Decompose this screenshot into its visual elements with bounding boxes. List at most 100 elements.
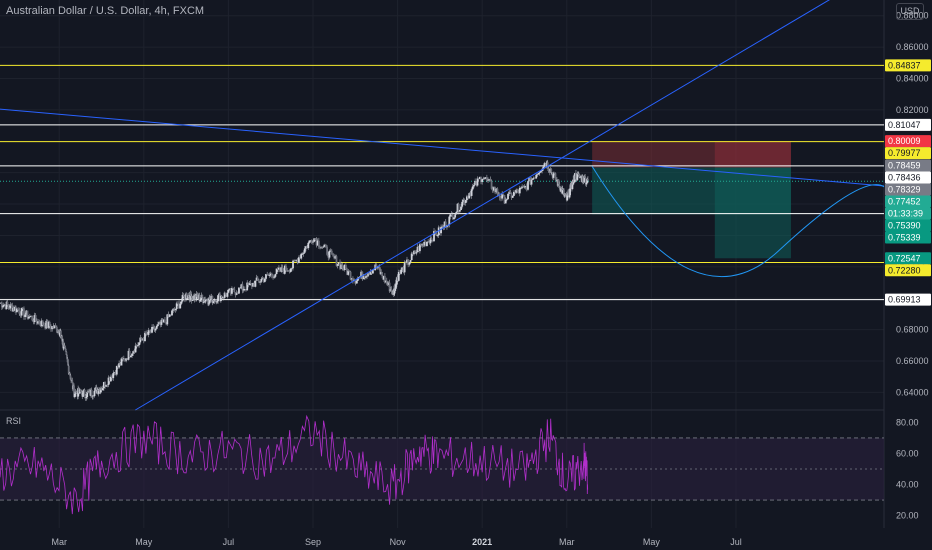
candle-body <box>349 271 352 280</box>
candle-body <box>560 187 563 189</box>
candle-body <box>568 195 571 198</box>
candle-body <box>252 283 254 287</box>
candle-body <box>475 180 478 186</box>
candle-body <box>69 373 71 376</box>
candle-body <box>227 289 230 293</box>
candle-body <box>176 303 179 305</box>
candle-body <box>586 179 589 183</box>
candle-body <box>206 299 209 301</box>
candle-body <box>451 214 454 220</box>
candle-body <box>319 246 321 249</box>
candle-body <box>273 276 276 278</box>
candle-body <box>216 301 219 303</box>
candle-body <box>209 299 212 301</box>
candle-body <box>480 177 482 182</box>
candle-body <box>1 306 4 308</box>
candle-body <box>104 382 106 387</box>
countdown-tag-bg <box>885 207 931 220</box>
candle-body <box>552 174 555 178</box>
candle-body <box>402 267 405 273</box>
candle-body <box>272 275 274 278</box>
candle-body <box>32 320 35 323</box>
candle-body <box>268 275 271 276</box>
candle-body <box>477 178 480 180</box>
candle-body <box>207 303 210 305</box>
candle-body <box>11 305 14 312</box>
candle-body <box>441 226 444 228</box>
candle-body <box>362 275 365 280</box>
x-tick-label: May <box>135 537 153 547</box>
candle-body <box>166 314 169 325</box>
candle-body <box>165 322 168 325</box>
y-tick-label: 0.84000 <box>896 73 929 83</box>
candle-body <box>223 292 226 298</box>
y-tick-label: 0.86000 <box>896 42 929 52</box>
candle-body <box>457 203 460 212</box>
candle-body <box>370 271 373 274</box>
currency-button[interactable]: USD <box>896 3 924 20</box>
rsi-tick-label: 80.00 <box>896 417 919 427</box>
candle-body <box>292 260 294 269</box>
candle-body <box>84 395 87 399</box>
candle-body <box>301 253 304 255</box>
candle-body <box>462 199 465 202</box>
candle-body <box>132 351 135 354</box>
candle-body <box>571 180 574 190</box>
candle-body <box>339 262 341 269</box>
candle-body <box>535 174 538 179</box>
candle-body <box>209 297 211 301</box>
candle-body <box>126 358 129 360</box>
candle-body <box>50 326 52 330</box>
candle-body <box>151 326 153 333</box>
candle-body <box>481 179 484 182</box>
price-tag-label: 0.69913 <box>888 295 921 305</box>
candle-body <box>167 314 170 317</box>
candle-body <box>494 187 497 193</box>
price-series-layer <box>0 159 589 401</box>
candle-body <box>53 325 56 329</box>
candle-body <box>169 314 172 316</box>
candle-body <box>80 392 83 394</box>
candle-body <box>152 326 155 328</box>
candle-body <box>254 280 257 287</box>
candle-body <box>346 269 348 275</box>
candle-body <box>164 319 166 323</box>
candle-body <box>578 174 581 178</box>
candle-body <box>7 304 10 307</box>
candle-body <box>430 238 433 240</box>
candle-body <box>317 240 320 247</box>
candle-body <box>389 289 392 292</box>
candle-body <box>419 244 421 252</box>
candle-body <box>409 260 412 263</box>
price-tag-bg <box>885 59 931 72</box>
candle-body <box>228 288 231 290</box>
candle-body <box>368 273 371 275</box>
candle-body <box>12 307 15 312</box>
candle-body <box>442 226 445 228</box>
candle-body <box>408 262 411 265</box>
rsi-tick-label: 60.00 <box>896 448 919 458</box>
candle-body <box>333 255 336 259</box>
candle-body <box>280 267 283 272</box>
candle-body <box>585 182 588 185</box>
candle-body <box>309 240 312 242</box>
candle-body <box>576 173 579 180</box>
candle-body <box>302 252 305 254</box>
price-tag-bg <box>885 219 931 232</box>
candle-body <box>204 300 207 302</box>
candle-body <box>566 194 569 201</box>
candle-body <box>214 299 217 302</box>
price-tag-label: 0.75339 <box>888 232 921 242</box>
candle-body <box>435 233 438 236</box>
candle-body <box>35 320 38 324</box>
candle-body <box>13 307 15 311</box>
candle-body <box>200 299 202 301</box>
candle-body <box>428 241 431 244</box>
candle-body <box>52 326 55 329</box>
candle-body <box>347 270 350 275</box>
price-tag-bg <box>885 231 931 244</box>
candle-body <box>0 302 2 304</box>
candle-body <box>570 183 573 189</box>
candle-body <box>336 264 339 266</box>
candle-body <box>3 304 6 306</box>
